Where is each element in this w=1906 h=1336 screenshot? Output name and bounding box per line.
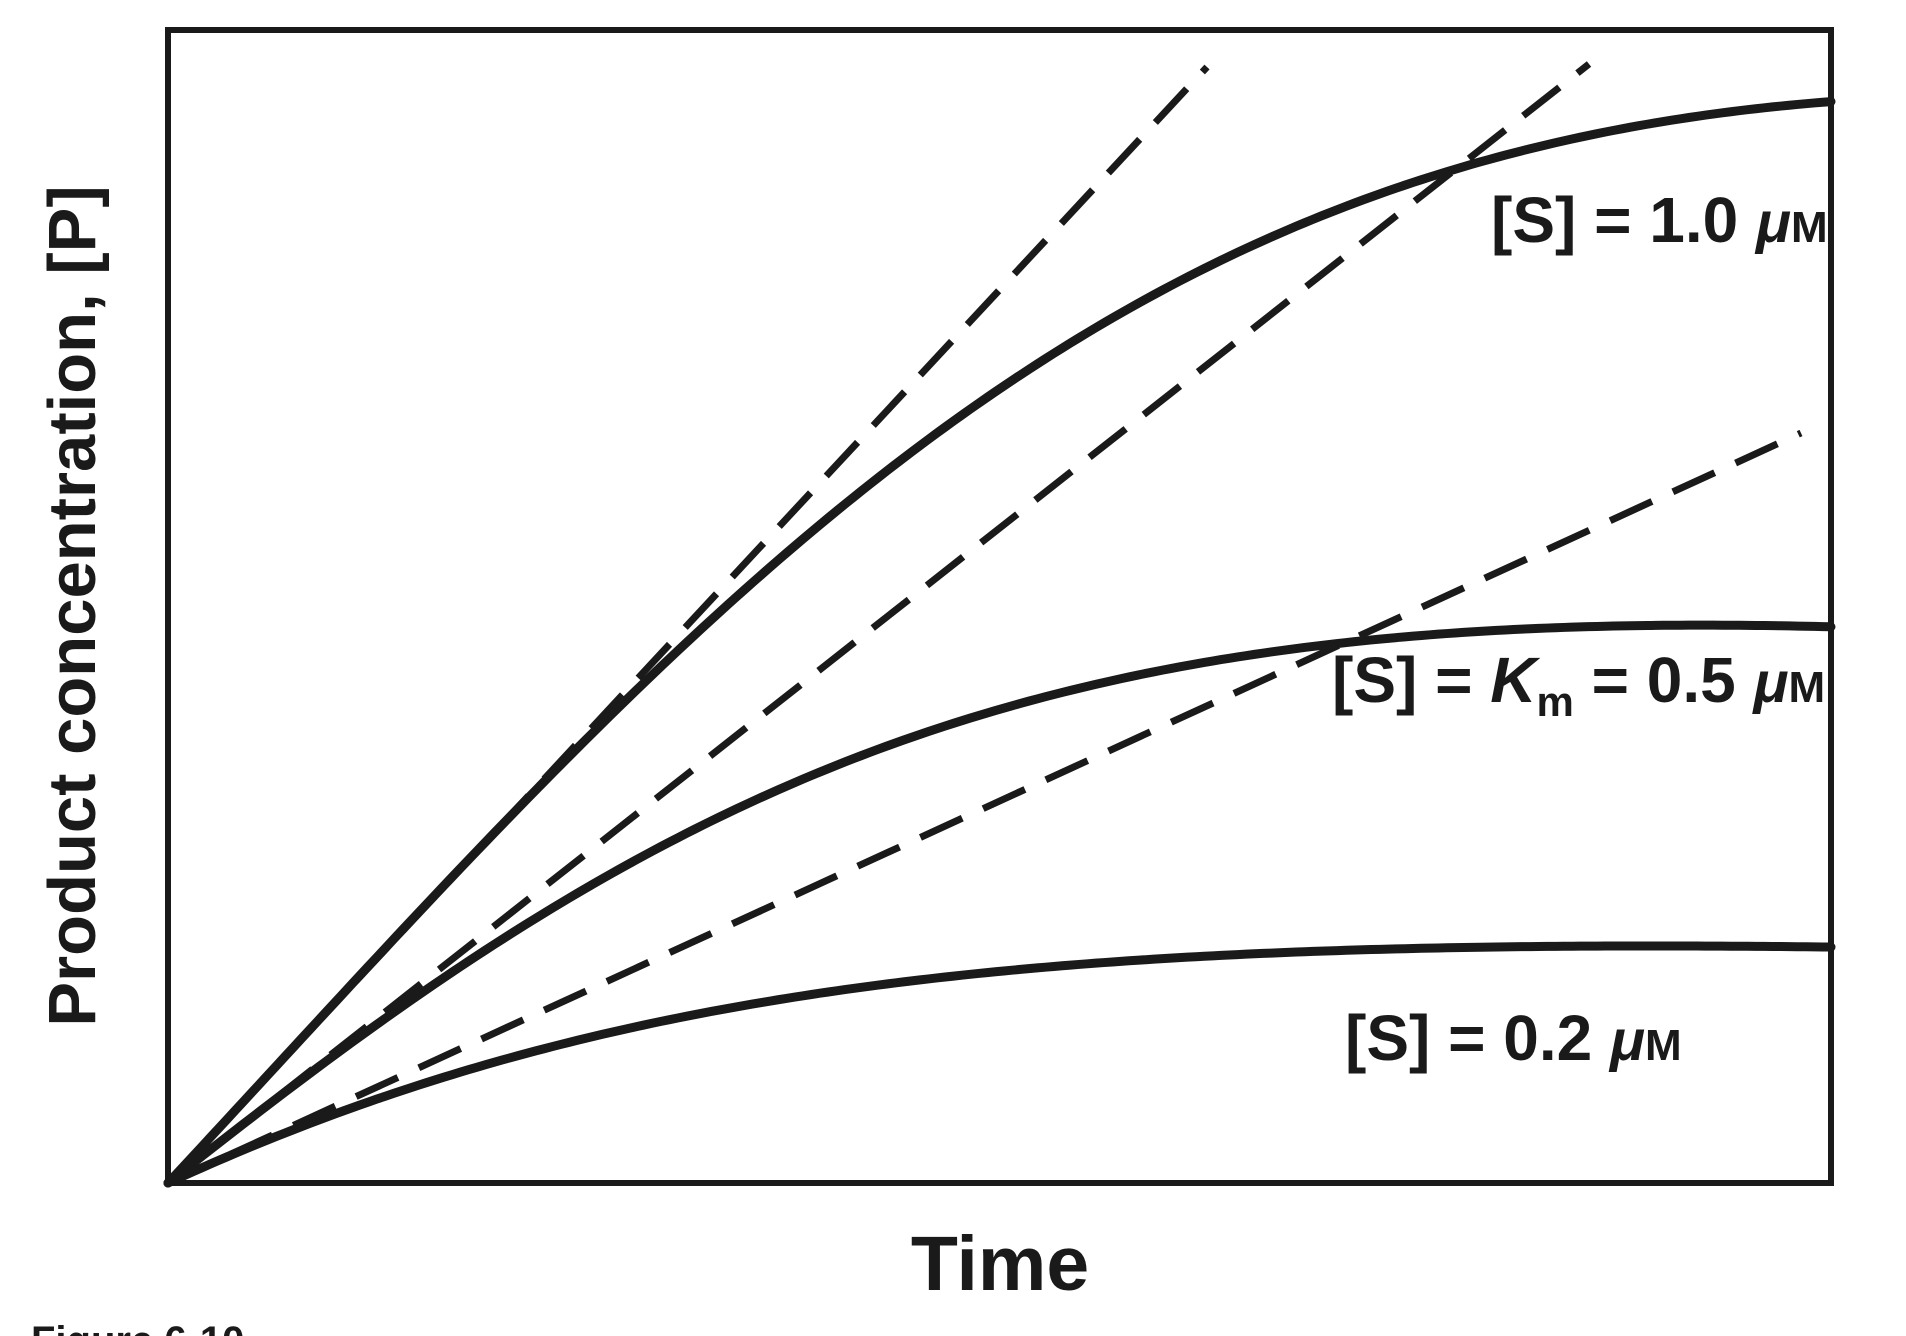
svg-text:[S] = 0.2 μM: [S] = 0.2 μM <box>1345 1002 1682 1074</box>
svg-text:Figure 6-10: Figure 6-10 <box>31 1319 244 1336</box>
svg-text:[S] = Km = 0.5 μM: [S] = Km = 0.5 μM <box>1332 644 1825 725</box>
svg-text:Product concentration, [P]: Product concentration, [P] <box>35 185 110 1026</box>
svg-text:Time: Time <box>911 1221 1089 1307</box>
svg-text:[S] = 1.0 μM: [S] = 1.0 μM <box>1491 184 1828 256</box>
